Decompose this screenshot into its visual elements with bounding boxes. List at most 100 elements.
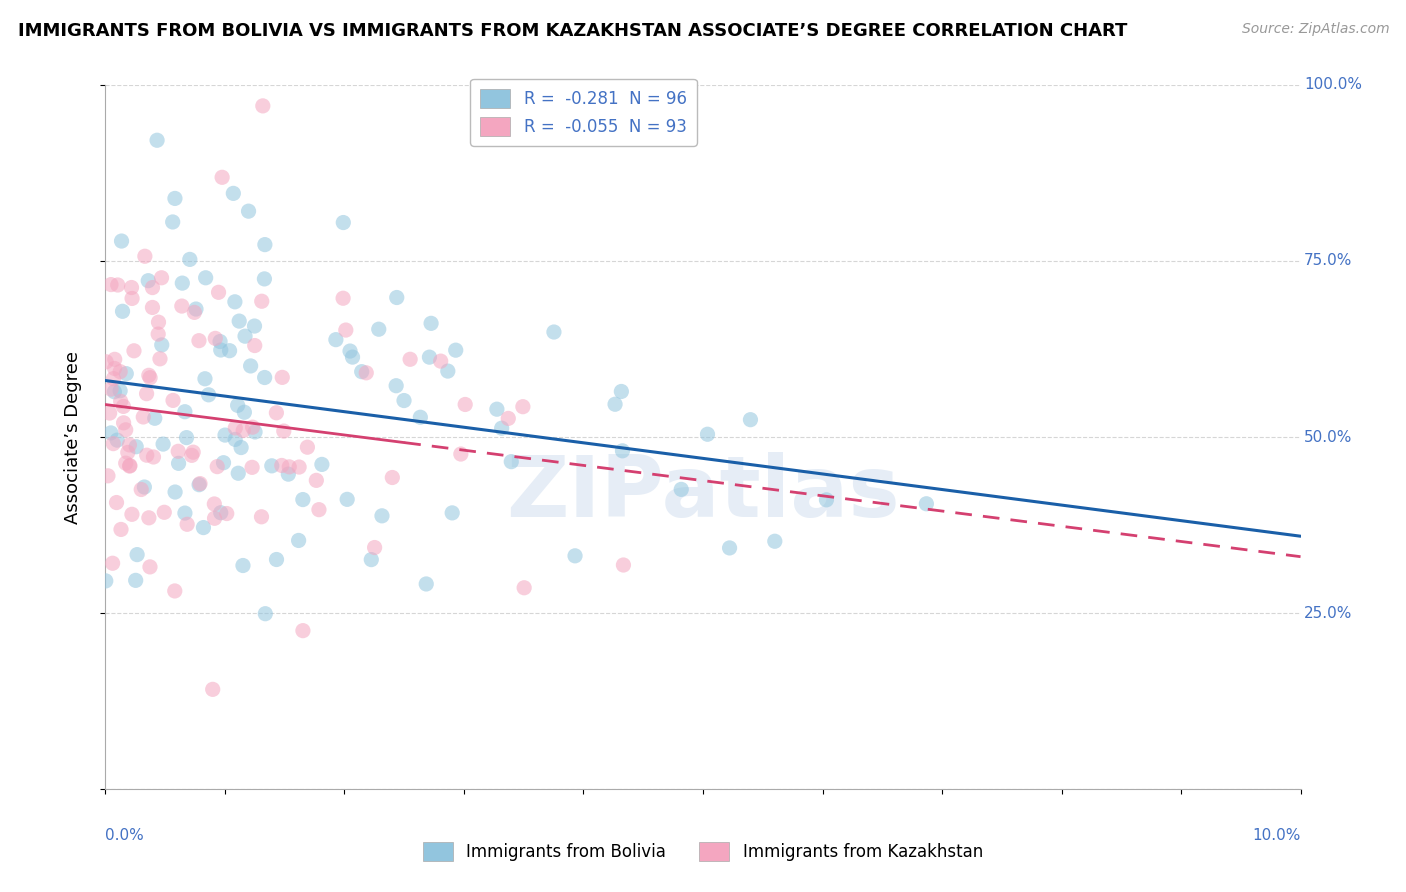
Point [183, 305, 205, 319]
Point [226, 398, 249, 412]
Point [139, 560, 162, 574]
Point [564, 549, 586, 563]
Point [215, 507, 238, 521]
Point [342, 350, 364, 364]
Point [108, 365, 131, 379]
Text: 75.0%: 75.0% [1305, 253, 1353, 268]
Text: 10.0%: 10.0% [1253, 828, 1301, 843]
Point [117, 445, 139, 459]
Point [339, 344, 361, 359]
Point [209, 506, 232, 520]
Point [253, 272, 276, 286]
Point [142, 450, 165, 464]
Point [232, 558, 254, 573]
Point [139, 370, 162, 384]
Point [513, 581, 536, 595]
Text: 25.0%: 25.0% [1305, 606, 1353, 621]
Point [232, 424, 254, 438]
Point [188, 477, 211, 491]
Point [266, 406, 288, 420]
Point [173, 405, 195, 419]
Point [254, 607, 277, 621]
Point [270, 458, 292, 473]
Point [498, 411, 520, 425]
Point [114, 456, 136, 470]
Point [308, 502, 330, 516]
Point [143, 411, 166, 425]
Point [332, 215, 354, 229]
Point [110, 394, 132, 409]
Point [454, 397, 477, 411]
Point [603, 397, 626, 411]
Point [409, 410, 432, 425]
Point [110, 234, 132, 248]
Legend: Immigrants from Bolivia, Immigrants from Kazakhstan: Immigrants from Bolivia, Immigrants from… [416, 835, 990, 868]
Point [415, 577, 437, 591]
Point [277, 467, 299, 482]
Point [179, 252, 201, 267]
Point [253, 370, 276, 384]
Point [135, 448, 157, 462]
Point [104, 361, 127, 376]
Point [136, 274, 159, 288]
Point [243, 319, 266, 334]
Point [104, 352, 127, 367]
Point [543, 325, 565, 339]
Point [266, 552, 288, 566]
Y-axis label: Associate’s Degree: Associate’s Degree [63, 351, 82, 524]
Point [214, 428, 236, 442]
Point [671, 483, 693, 497]
Point [103, 436, 125, 450]
Point [134, 249, 156, 263]
Point [98, 406, 121, 420]
Point [311, 458, 333, 472]
Point [399, 352, 422, 367]
Point [350, 365, 373, 379]
Point [202, 497, 225, 511]
Point [121, 508, 143, 522]
Point [250, 294, 273, 309]
Point [381, 470, 404, 484]
Point [441, 506, 464, 520]
Point [176, 517, 198, 532]
Point [229, 441, 252, 455]
Point [224, 421, 246, 435]
Point [162, 215, 184, 229]
Point [418, 350, 440, 364]
Point [125, 440, 148, 454]
Point [163, 191, 186, 205]
Point [305, 474, 328, 488]
Point [332, 291, 354, 305]
Point [224, 433, 246, 447]
Point [138, 511, 160, 525]
Point [450, 447, 472, 461]
Point [815, 492, 838, 507]
Text: Source: ZipAtlas.com: Source: ZipAtlas.com [1241, 22, 1389, 37]
Point [273, 424, 295, 438]
Point [100, 277, 122, 292]
Point [100, 425, 122, 440]
Point [194, 372, 217, 386]
Point [118, 459, 141, 474]
Point [110, 523, 132, 537]
Point [429, 354, 451, 368]
Point [121, 280, 143, 294]
Point [226, 467, 249, 481]
Point [240, 460, 263, 475]
Point [153, 505, 176, 519]
Point [610, 384, 633, 399]
Point [94, 355, 117, 369]
Point [152, 437, 174, 451]
Point [354, 366, 377, 380]
Point [250, 509, 273, 524]
Point [243, 425, 266, 439]
Point [740, 412, 762, 426]
Point [121, 292, 143, 306]
Point [718, 541, 741, 555]
Point [420, 316, 443, 330]
Point [363, 541, 385, 555]
Point [193, 520, 215, 534]
Point [204, 331, 226, 345]
Point [512, 400, 534, 414]
Point [385, 378, 408, 392]
